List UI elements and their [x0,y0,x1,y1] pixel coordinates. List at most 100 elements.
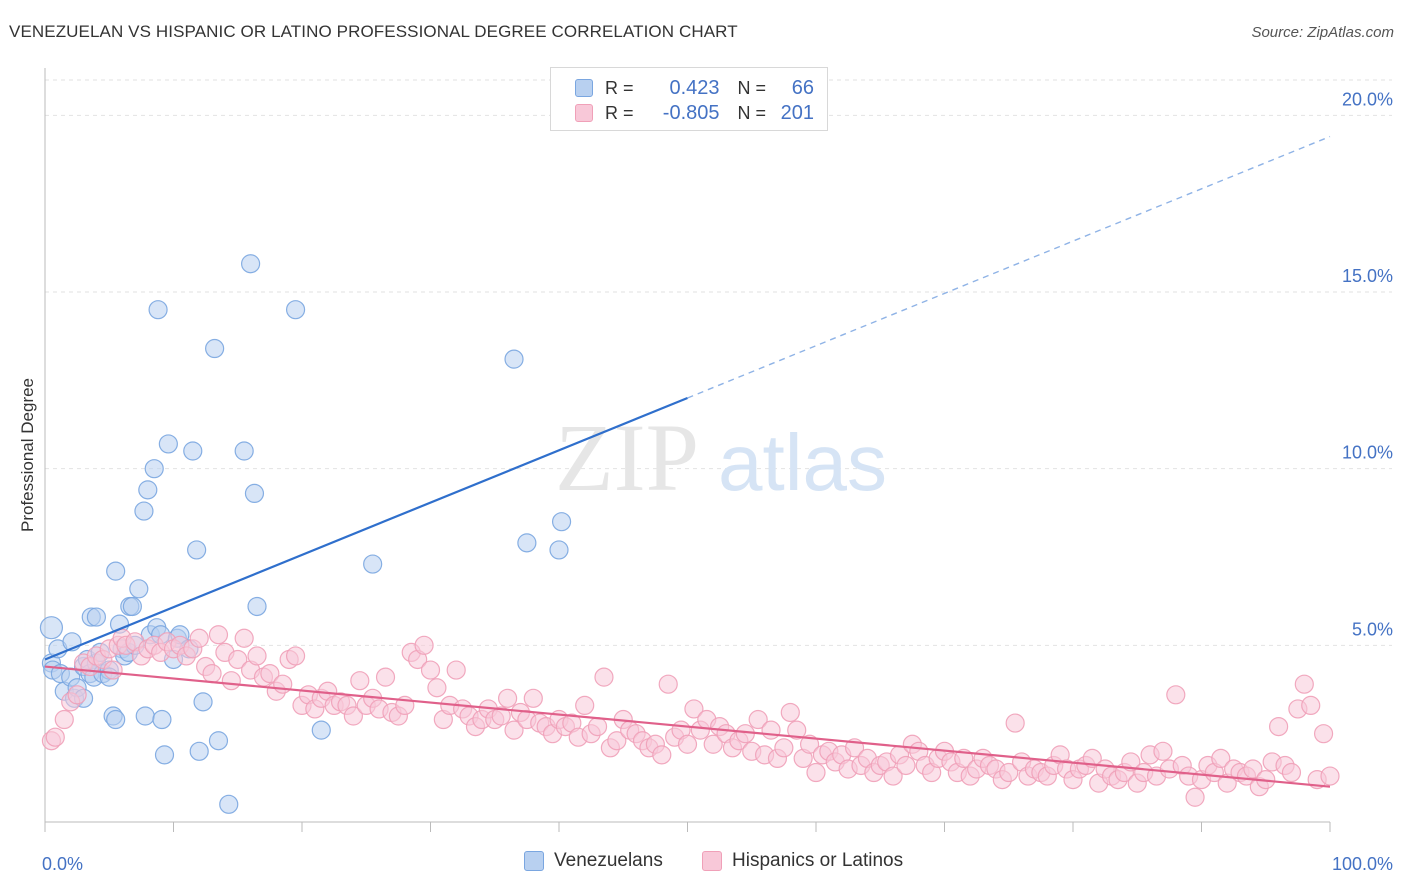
bottom-legend-hispanics: Hispanics or Latinos [702,850,903,872]
y-tick-label: 10.0% [1342,443,1393,463]
x-tick-label-end: 100.0% [1332,854,1393,874]
point-hispanics [1294,674,1314,694]
point-hispanics [703,734,723,754]
point-hispanics [247,646,267,666]
trend-lines [44,135,1331,788]
point-hispanics [748,709,768,730]
bottom-legend-swatch-pink [702,851,722,871]
point-hispanics [1243,759,1263,779]
point-venezuelans [285,300,306,320]
y-tick-label: 5.0% [1352,619,1393,639]
series-venezuelans [39,254,572,814]
point-hispanics [234,628,254,648]
point-hispanics [1082,748,1102,769]
point-venezuelans [129,579,149,599]
point-hispanics [1166,685,1186,705]
point-venezuelans [311,720,331,740]
point-venezuelans [134,501,154,521]
point-venezuelans [106,561,126,581]
point-hispanics [427,678,447,698]
point-hispanics [780,702,800,723]
legend-n-label: N = [737,102,767,123]
legend-r-label: R = [605,102,634,123]
point-venezuelans [144,459,164,479]
trend-line-venezuelans [44,396,688,661]
point-hispanics [1313,724,1334,744]
point-hispanics [208,625,229,645]
bottom-legend-label-venezuelans: Venezuelans [554,850,663,871]
point-hispanics [896,755,916,776]
point-hispanics [1153,741,1173,761]
legend-r-value: 0.423 [669,76,720,99]
point-venezuelans [363,554,383,574]
watermark-zip: ZIP [555,404,699,511]
point-venezuelans [135,706,155,726]
point-venezuelans [208,731,229,751]
point-hispanics [1211,748,1231,769]
point-hispanics [1185,787,1205,807]
point-venezuelans [189,741,209,761]
point-hispanics [1320,766,1340,786]
bottom-legend-venezuelans: Venezuelans [524,850,663,872]
point-hispanics [504,720,524,740]
point-venezuelans [234,441,254,461]
series-hispanics [41,625,1340,807]
point-hispanics [677,734,698,754]
point-hispanics [446,660,466,680]
point-venezuelans [148,300,168,320]
point-venezuelans [504,349,524,369]
point-hispanics [260,663,280,684]
point-hispanics [273,674,293,694]
point-venezuelans [205,338,225,359]
point-venezuelans [152,709,172,730]
legend-row-hispanics: R = -0.805 N = 201 [575,101,814,125]
point-venezuelans [551,512,572,532]
point-venezuelans [193,692,213,712]
point-hispanics [1121,752,1141,772]
point-hispanics [607,731,627,751]
point-hispanics [587,716,608,737]
point-hispanics [414,635,434,655]
point-hispanics [684,699,704,719]
point-hispanics [1005,713,1025,733]
trend-line-hispanics [44,665,1331,788]
point-hispanics [375,667,396,687]
point-hispanics [594,667,614,687]
point-hispanics [420,660,441,680]
point-venezuelans [247,596,267,617]
bottom-legend-swatch-blue [524,851,544,871]
legend-swatch-pink [575,104,593,122]
watermark: ZIP atlas [555,404,887,511]
tick-labels: 5.0% 10.0% 15.0% 20.0% 0.0% 100.0% [42,89,1393,874]
legend-n-value: 66 [791,76,815,99]
point-venezuelans [158,434,178,454]
chart-title: VENEZUELAN VS HISPANIC OR LATINO PROFESS… [9,22,738,41]
y-tick-label: 20.0% [1342,89,1393,109]
point-hispanics [54,709,74,730]
point-hispanics [799,734,820,754]
source-label: Source: ZipAtlas.com [1251,24,1394,41]
point-hispanics [228,649,248,670]
point-hispanics [285,646,306,666]
point-hispanics [658,674,678,694]
trend-line-venezuelans-projection [687,135,1331,399]
point-hispanics [761,720,781,740]
point-venezuelans [183,441,203,461]
point-venezuelans [122,596,142,617]
watermark-atlas: atlas [718,418,887,507]
point-venezuelans [39,616,64,640]
point-hispanics [652,745,672,765]
point-hispanics [523,688,543,708]
point-hispanics [221,671,241,691]
legend-swatch-blue [575,79,593,97]
legend-row-venezuelans: R = 0.423 N = 66 [575,76,814,100]
point-venezuelans [154,745,175,765]
point-venezuelans [86,607,107,627]
point-hispanics [45,727,65,747]
point-hispanics [189,628,209,648]
point-venezuelans [244,483,265,503]
point-venezuelans [219,794,239,814]
y-tick-label: 15.0% [1342,266,1393,286]
point-hispanics [774,738,794,758]
